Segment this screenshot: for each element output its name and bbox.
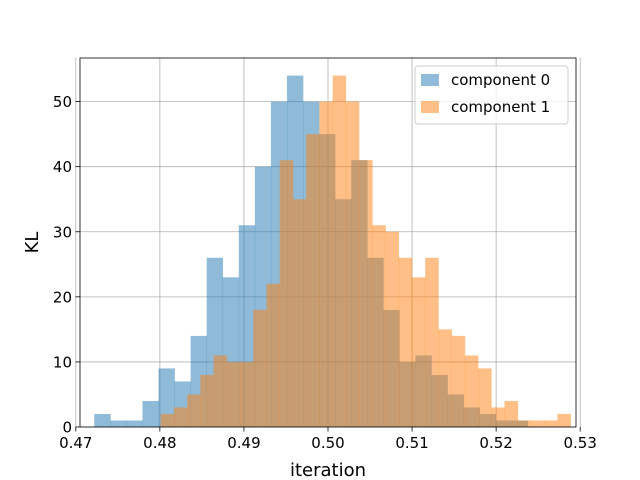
histogram-bar-component-1 bbox=[359, 160, 373, 427]
histogram-bar-component-1 bbox=[438, 329, 452, 427]
histogram-bar-component-1 bbox=[478, 368, 492, 427]
histogram-bar-component-0 bbox=[158, 368, 175, 427]
histogram-bar-component-0 bbox=[142, 400, 159, 427]
histogram-bar-component-1 bbox=[240, 361, 254, 427]
y-tick-label: 30 bbox=[53, 223, 72, 241]
x-axis-label: iteration bbox=[290, 460, 366, 480]
histogram-bar-component-0 bbox=[110, 420, 127, 427]
x-tick-label: 0.52 bbox=[479, 434, 512, 452]
y-axis-label: KL bbox=[22, 232, 43, 254]
histogram-bar-component-1 bbox=[385, 231, 400, 427]
histogram-bar-component-1 bbox=[530, 420, 545, 427]
y-tick-label: 40 bbox=[53, 158, 72, 176]
y-tick-label: 0 bbox=[62, 419, 72, 437]
legend-label-component-1: component 1 bbox=[451, 98, 550, 116]
histogram-bar-component-1 bbox=[226, 361, 241, 427]
histogram-bars bbox=[94, 75, 571, 428]
legend: component 0 component 1 bbox=[414, 65, 569, 125]
histogram-bar-component-1 bbox=[319, 101, 333, 427]
histogram-bar-component-1 bbox=[213, 355, 228, 427]
y-tick-label: 50 bbox=[53, 93, 72, 111]
x-tick-label: 0.48 bbox=[143, 434, 176, 452]
histogram-bar-component-1 bbox=[173, 407, 188, 427]
histogram-bar-component-0 bbox=[94, 413, 111, 427]
histogram-bar-component-1 bbox=[200, 374, 214, 427]
histogram-bar-component-1 bbox=[292, 199, 307, 427]
histogram-bar-component-1 bbox=[544, 420, 558, 427]
histogram-bar-component-1 bbox=[517, 420, 532, 427]
x-tick-label: 0.50 bbox=[311, 434, 344, 452]
histogram-bar-component-1 bbox=[425, 257, 439, 427]
legend-swatch-component-0 bbox=[421, 74, 439, 86]
histogram-bar-component-1 bbox=[160, 413, 175, 427]
histogram-bar-component-1 bbox=[491, 407, 505, 427]
y-tick-label: 20 bbox=[53, 288, 72, 306]
histogram-bar-component-1 bbox=[372, 225, 386, 427]
histogram-bar-component-1 bbox=[253, 309, 267, 427]
histogram-bar-component-1 bbox=[411, 277, 426, 427]
histogram-bar-component-1 bbox=[306, 134, 320, 427]
legend-box bbox=[414, 65, 569, 125]
x-tick-label: 0.51 bbox=[395, 434, 428, 452]
x-tick-label: 0.47 bbox=[59, 434, 92, 452]
legend-swatch-component-1 bbox=[421, 101, 439, 113]
histogram-bar-component-1 bbox=[464, 355, 479, 427]
x-tick-label: 0.49 bbox=[227, 434, 260, 452]
histogram-bar-component-1 bbox=[345, 101, 360, 427]
histogram-bar-component-1 bbox=[504, 400, 519, 427]
histogram-bar-component-1 bbox=[279, 160, 294, 427]
histogram-bar-component-0 bbox=[126, 420, 143, 427]
y-tick-label: 10 bbox=[53, 353, 72, 371]
histogram-bar-component-1 bbox=[187, 394, 201, 427]
axis-ticks: 0.47 0.48 0.49 0.50 0.51 0.52 0.53 0 10 20 30 40 50 bbox=[53, 93, 597, 452]
histogram-bar-component-1 bbox=[266, 283, 281, 427]
histogram-bar-component-1 bbox=[398, 257, 413, 427]
histogram-bar-component-1 bbox=[451, 335, 466, 427]
histogram-bar-component-1 bbox=[332, 75, 347, 428]
x-tick-label: 0.53 bbox=[564, 434, 597, 452]
histogram-bar-component-1 bbox=[557, 413, 571, 427]
legend-label-component-0: component 0 bbox=[451, 71, 550, 89]
